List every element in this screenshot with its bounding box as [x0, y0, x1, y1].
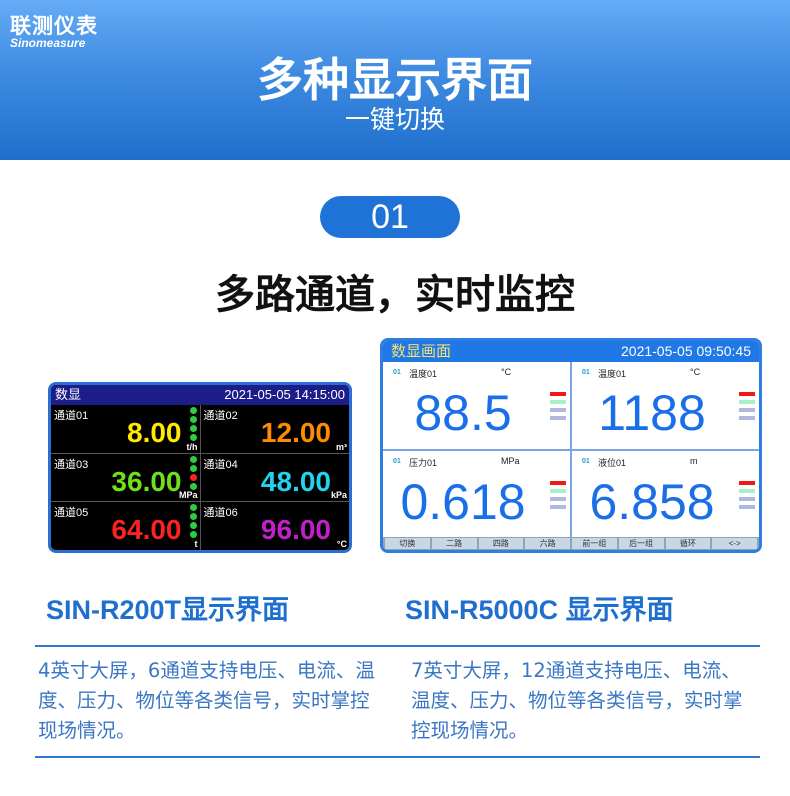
model-label-r5000c: SIN-R5000C 显示界面	[405, 595, 674, 625]
level-indicator	[550, 392, 566, 420]
screen-button[interactable]: 后一组	[618, 538, 664, 549]
screen-button[interactable]: 六路	[525, 538, 570, 549]
alarm-dot	[189, 416, 197, 423]
channel-value: 88.5	[414, 385, 512, 441]
channel-name: 通道02	[203, 410, 238, 422]
channel-unit: m³	[336, 441, 347, 452]
channel-name: 通道01	[54, 410, 89, 422]
channel-value: 96.00	[260, 514, 331, 546]
channel-cell: 01 温度01 °C 88.5	[383, 362, 570, 449]
channel-id: 01	[582, 369, 590, 376]
channel-name: 液位01	[598, 457, 627, 468]
channel-name: 温度01	[598, 369, 627, 379]
channel-value: 0.618	[400, 473, 526, 530]
channel-unit: m	[690, 455, 698, 466]
function-button-bar: 切换 二路 四路 六路 前一组 后一组 循环 <->	[383, 537, 759, 550]
channel-grid: 01 温度01 °C 88.5 01 温度01 °C 1188 01 压力01 MPa 0.618 01…	[383, 362, 759, 537]
channel-value: 36.00	[111, 465, 182, 497]
alarm-dot	[189, 513, 197, 521]
alarm-indicators	[189, 504, 197, 539]
channel-cell: 01 温度01 °C 1188	[572, 362, 759, 449]
screen-button[interactable]: <->	[712, 538, 757, 549]
screen-title-bar: 数显画面 2021-05-05 09:50:45	[383, 341, 759, 362]
channel-name: 通道05	[54, 507, 89, 520]
channel-cell: 通道01 8.00 t/h	[51, 405, 200, 453]
page-subtitle: 一键切换	[344, 105, 445, 134]
alarm-dot	[189, 464, 197, 472]
channel-name: 通道06	[203, 507, 238, 520]
alarm-dot	[189, 455, 197, 463]
channel-id: 01	[393, 369, 401, 376]
channel-name: 温度01	[409, 369, 438, 379]
channel-id: 01	[393, 457, 401, 465]
channel-grid: 通道01 8.00 t/h 通道02 12.00 m³ 通道03 36.00 MPa 通道04 48…	[51, 405, 349, 550]
channel-value: 1188	[598, 385, 706, 441]
screen-button[interactable]: 前一组	[572, 538, 617, 549]
alarm-dot	[189, 504, 197, 512]
channel-cell: 通道05 64.00 t	[51, 502, 200, 550]
channel-unit: °C	[336, 539, 347, 549]
channel-cell: 通道04 48.00 kPa	[200, 453, 349, 502]
channel-name: 压力01	[409, 457, 438, 468]
alarm-dot	[189, 425, 197, 432]
level-indicator	[739, 480, 755, 509]
channel-unit: °C	[690, 367, 701, 377]
screen-datetime: 2021-05-05 14:15:00	[224, 387, 345, 402]
alarm-dot	[189, 482, 197, 490]
level-indicator	[739, 392, 755, 420]
screen-title-bar: 数显 2021-05-05 14:15:00	[51, 385, 349, 405]
channel-id: 01	[582, 457, 590, 465]
header-banner: 联测仪表 Sinomeasure 多种显示界面 一键切换	[0, 0, 790, 160]
alarm-indicators	[189, 407, 197, 441]
alarm-indicators	[189, 455, 197, 490]
screen-button[interactable]: 切换	[385, 538, 430, 549]
alarm-dot	[189, 522, 197, 530]
section-number-badge: 01	[320, 196, 460, 238]
alarm-dot	[189, 434, 197, 441]
channel-unit: MPa	[501, 455, 520, 466]
channel-unit: MPa	[178, 490, 198, 501]
logo-english: Sinomeasure	[10, 36, 86, 50]
screen-datetime: 2021-05-05 09:50:45	[621, 343, 751, 359]
channel-cell: 01 液位01 m 6.858	[572, 450, 759, 537]
channel-value: 64.00	[111, 514, 182, 546]
channel-value: 48.00	[260, 465, 331, 497]
section-heading: 多路通道，实时监控	[215, 272, 575, 318]
screen-button[interactable]: 循环	[665, 538, 711, 549]
channel-value: 6.858	[589, 473, 715, 530]
channel-value: 8.00	[127, 417, 182, 448]
channel-cell: 通道03 36.00 MPa	[51, 453, 200, 502]
screen-title: 数显画面	[391, 343, 452, 360]
level-indicator	[550, 480, 566, 509]
alarm-dot	[189, 407, 197, 414]
channel-unit: t/h	[186, 441, 198, 452]
screen-title: 数显	[55, 387, 82, 402]
channel-value: 12.00	[260, 417, 331, 448]
channel-cell: 通道06 96.00 °C	[200, 502, 349, 550]
alarm-dot	[189, 531, 197, 539]
channel-unit: °C	[501, 367, 512, 377]
model-description-r5000c: 7英寸大屏，12通道支持电压、电流、温度、压力、物位等各类信号，实时掌控现场情况…	[411, 659, 743, 742]
page-title: 多种显示界面	[257, 53, 533, 107]
channel-unit: kPa	[330, 490, 347, 501]
screen-button[interactable]: 二路	[431, 538, 477, 549]
logo: 联测仪表	[10, 14, 98, 38]
model-description-r200t: 4英寸大屏，6通道支持电压、电流、温度、压力、物位等各类信号，实时掌控现场情况。	[38, 659, 375, 742]
channel-cell: 通道02 12.00 m³	[200, 405, 349, 453]
r200t-screen: 数显 2021-05-05 14:15:00 通道01 8.00 t/h 通道02 12…	[48, 382, 352, 553]
channel-cell: 01 压力01 MPa 0.618	[383, 450, 570, 537]
divider	[35, 645, 760, 647]
channel-name: 通道04	[203, 458, 238, 471]
channel-unit: t	[194, 539, 198, 549]
r5000c-screen: 数显画面 2021-05-05 09:50:45 01 温度01 °C 88.5 01 温…	[380, 338, 762, 553]
divider	[35, 756, 760, 758]
channel-name: 通道03	[54, 458, 89, 471]
alarm-dot	[189, 473, 197, 481]
screen-button[interactable]: 四路	[478, 538, 524, 549]
model-label-r200t: SIN-R200T显示界面	[46, 595, 290, 625]
